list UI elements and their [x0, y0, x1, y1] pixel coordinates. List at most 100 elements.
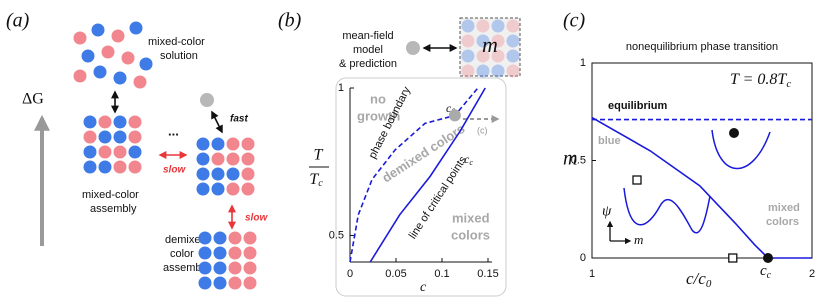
- particle: [93, 65, 107, 79]
- x-tick-label: 0.15: [477, 268, 498, 280]
- particle: [196, 137, 210, 151]
- inset-label: m: [634, 232, 643, 247]
- particle: [211, 182, 225, 196]
- region-label: mixed: [768, 202, 800, 214]
- particle: [228, 261, 242, 275]
- particle: [211, 152, 225, 166]
- line-label: cc: [464, 152, 473, 167]
- particle: [196, 167, 210, 181]
- ellipsis: ...: [168, 123, 179, 138]
- x-tick-label: 2: [809, 268, 815, 280]
- series-line: [591, 116, 812, 259]
- particle: [241, 152, 255, 166]
- particle: [226, 182, 240, 196]
- panel-label: (b): [278, 10, 302, 32]
- particle: [228, 246, 242, 260]
- particle: [198, 261, 212, 275]
- header: & prediction: [339, 58, 397, 70]
- region-label: colors: [766, 216, 799, 228]
- particle: [406, 41, 420, 55]
- x-axis-label: c: [420, 280, 427, 295]
- particle: [228, 231, 242, 245]
- critical-point: [763, 253, 773, 263]
- particle: [198, 246, 212, 260]
- slow-label: slow: [163, 165, 186, 176]
- text: T: [309, 171, 319, 188]
- label: solution: [160, 50, 198, 62]
- particle: [196, 182, 210, 196]
- particle: [243, 276, 257, 290]
- subscript: c: [767, 270, 772, 281]
- particle: [139, 57, 153, 71]
- inset-dot: [729, 128, 739, 138]
- inset-label: ψ: [602, 203, 612, 219]
- particle: [129, 21, 143, 35]
- particle: [128, 160, 142, 174]
- particle: [476, 49, 490, 63]
- particle: [243, 231, 257, 245]
- particle: [211, 167, 225, 181]
- particle: [491, 49, 505, 63]
- particle: [213, 261, 227, 275]
- series-line: [369, 87, 486, 263]
- x-axis-label: c/c0: [686, 269, 712, 290]
- particle: [91, 23, 105, 37]
- series-name: equilibrium: [608, 100, 668, 112]
- region-label: colors: [451, 227, 490, 242]
- particle: [241, 137, 255, 151]
- inset-curve: [711, 129, 771, 170]
- particle: [83, 160, 97, 174]
- label: assembly: [163, 262, 210, 274]
- particle: [213, 231, 227, 245]
- particle: [506, 34, 520, 48]
- particle: [213, 276, 227, 290]
- particle: [133, 75, 147, 89]
- label: mixed-color: [82, 189, 139, 201]
- particle: [200, 93, 214, 107]
- particle: [196, 152, 210, 166]
- particle: [128, 145, 142, 159]
- panel-label: (c): [563, 10, 586, 32]
- point-label: cc: [760, 263, 772, 281]
- particle: [113, 160, 127, 174]
- particle: [506, 49, 520, 63]
- particle: [243, 261, 257, 275]
- particle: [211, 137, 225, 151]
- particle: [73, 69, 87, 83]
- particle: [198, 231, 212, 245]
- panel-c: (c) nonequilibrium phase transition T = …: [563, 10, 813, 290]
- region-label: blue: [598, 135, 621, 147]
- header: mean-field: [342, 30, 393, 42]
- model-box: [459, 17, 521, 77]
- particle: [506, 19, 520, 33]
- label: assembly: [90, 203, 137, 215]
- x-tick-label: 0.1: [434, 268, 449, 280]
- particle: [113, 71, 127, 85]
- particles: [73, 21, 257, 290]
- particle: [476, 64, 490, 78]
- particle: [461, 34, 475, 48]
- particle: [83, 115, 97, 129]
- text: c: [446, 101, 452, 115]
- square-marker: [728, 253, 738, 263]
- y-axis-label: Tc: [309, 171, 323, 190]
- text: c: [464, 152, 470, 166]
- symbol: m: [482, 32, 498, 57]
- particle: [111, 29, 125, 43]
- text: c: [760, 263, 767, 279]
- particle: [81, 49, 95, 63]
- panel-b: (b) mean-field model & prediction m c T …: [278, 10, 521, 297]
- x-tick-label: 1: [589, 268, 595, 280]
- particle: [98, 145, 112, 159]
- particle: [491, 64, 505, 78]
- text: c/c: [686, 269, 706, 288]
- particle: [98, 160, 112, 174]
- particle: [461, 49, 475, 63]
- arrow-label: (c): [477, 125, 488, 135]
- region-label: growth: [357, 108, 400, 123]
- particle: [226, 167, 240, 181]
- text: T = 0.8T: [730, 71, 787, 88]
- particle: [213, 246, 227, 260]
- particle: [506, 64, 520, 78]
- frame: [335, 77, 507, 297]
